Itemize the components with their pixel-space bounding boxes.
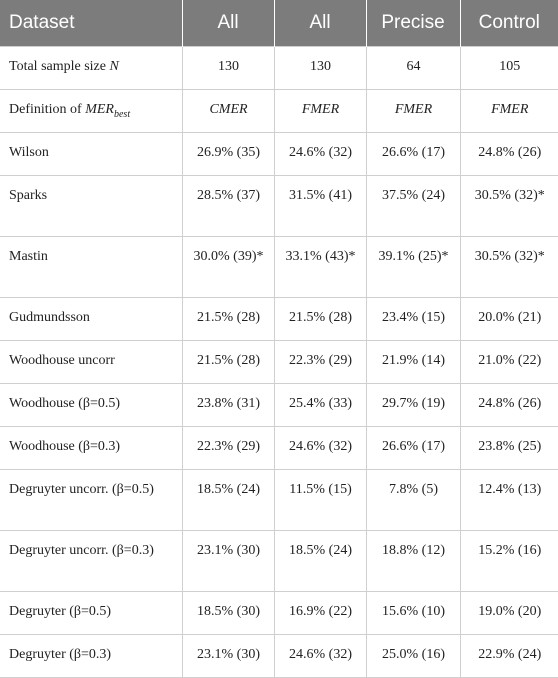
table-row: Woodhouse (β=0.3) 22.3% (29) 24.6% (32) … — [0, 426, 558, 470]
row-label: Degruyter (β=0.3) — [0, 634, 183, 678]
table-cell: 30.5% (32)* — [460, 236, 558, 298]
table-cell: 26.6% (17) — [366, 132, 461, 176]
header-row: Dataset All All Precise Control — [0, 0, 558, 47]
header-control: Control — [460, 0, 558, 47]
header-all-fmer: All — [274, 0, 367, 47]
table-row: Wilson 26.9% (35) 24.6% (32) 26.6% (17) … — [0, 132, 558, 176]
table-cell: 22.9% (24) — [460, 634, 558, 678]
row-label: Wilson — [0, 132, 183, 176]
row-label: Mastin — [0, 236, 183, 298]
table-cell: 20.0% (21) — [460, 297, 558, 341]
table-row: Mastin 30.0% (39)* 33.1% (43)* 39.1% (25… — [0, 236, 558, 298]
table-cell: 24.6% (32) — [274, 132, 367, 176]
table-cell: 21.9% (14) — [366, 340, 461, 384]
table-cell: 23.8% (31) — [182, 383, 275, 427]
table-cell: 23.8% (25) — [460, 426, 558, 470]
table-cell: 64 — [366, 46, 461, 90]
table-row-definition: Definition of MERbest CMER FMER FMER FME… — [0, 89, 558, 133]
table-cell: 21.5% (28) — [182, 340, 275, 384]
table-cell: FMER — [366, 89, 461, 133]
table-cell: 37.5% (24) — [366, 175, 461, 237]
table-cell: 23.4% (15) — [366, 297, 461, 341]
table-cell: 130 — [182, 46, 275, 90]
table-row: Sparks 28.5% (37) 31.5% (41) 37.5% (24) … — [0, 175, 558, 237]
table-cell: 23.1% (30) — [182, 530, 275, 592]
row-label: Woodhouse (β=0.3) — [0, 426, 183, 470]
table-cell: 130 — [274, 46, 367, 90]
table-row: Degruyter (β=0.5) 18.5% (30) 16.9% (22) … — [0, 591, 558, 635]
table-cell: 21.5% (28) — [274, 297, 367, 341]
table-cell: 39.1% (25)* — [366, 236, 461, 298]
table-cell: 30.0% (39)* — [182, 236, 275, 298]
header-dataset: Dataset — [0, 0, 183, 47]
table-cell: CMER — [182, 89, 275, 133]
row-label: Gudmundsson — [0, 297, 183, 341]
row-label: Definition of MERbest — [0, 89, 183, 133]
table-cell: 22.3% (29) — [182, 426, 275, 470]
table-cell: 105 — [460, 46, 558, 90]
table-cell: 26.9% (35) — [182, 132, 275, 176]
table-cell: 19.0% (20) — [460, 591, 558, 635]
table-cell: 26.6% (17) — [366, 426, 461, 470]
row-label: Total sample size N — [0, 46, 183, 90]
table-cell: 28.5% (37) — [182, 175, 275, 237]
row-label-var: MER — [85, 102, 114, 117]
table-cell: 25.0% (16) — [366, 634, 461, 678]
row-label: Degruyter uncorr. (β=0.3) — [0, 530, 183, 592]
table-cell: 15.6% (10) — [366, 591, 461, 635]
row-label-text: Definition of — [9, 102, 86, 117]
row-label-var: N — [109, 59, 119, 74]
table-row-sample-size: Total sample size N 130 130 64 105 — [0, 46, 558, 90]
table-cell: 22.3% (29) — [274, 340, 367, 384]
table-cell: 23.1% (30) — [182, 634, 275, 678]
row-label-subscript: best — [113, 108, 131, 120]
table-cell: 18.5% (24) — [182, 469, 275, 531]
table-cell: 29.7% (19) — [366, 383, 461, 427]
table-cell: 18.5% (30) — [182, 591, 275, 635]
table-cell: 24.6% (32) — [274, 426, 367, 470]
row-label: Woodhouse (β=0.5) — [0, 383, 183, 427]
table-cell: 12.4% (13) — [460, 469, 558, 531]
row-label: Sparks — [0, 175, 183, 237]
table-body: Total sample size N 130 130 64 105 Defin… — [0, 46, 558, 678]
table-cell: 31.5% (41) — [274, 175, 367, 237]
table-cell: 18.5% (24) — [274, 530, 367, 592]
row-label: Degruyter uncorr. (β=0.5) — [0, 469, 183, 531]
table-row: Gudmundsson 21.5% (28) 21.5% (28) 23.4% … — [0, 297, 558, 341]
table-cell: 18.8% (12) — [366, 530, 461, 592]
table-row: Woodhouse (β=0.5) 23.8% (31) 25.4% (33) … — [0, 383, 558, 427]
row-label: Woodhouse uncorr — [0, 340, 183, 384]
table-cell: 24.8% (26) — [460, 383, 558, 427]
table-cell: 24.8% (26) — [460, 132, 558, 176]
table-row: Degruyter uncorr. (β=0.3) 23.1% (30) 18.… — [0, 530, 558, 592]
table-row: Woodhouse uncorr 21.5% (28) 22.3% (29) 2… — [0, 340, 558, 384]
table-cell: 21.0% (22) — [460, 340, 558, 384]
table-cell: 30.5% (32)* — [460, 175, 558, 237]
table-row: Degruyter (β=0.3) 23.1% (30) 24.6% (32) … — [0, 634, 558, 678]
row-label-text: Total sample size — [9, 59, 110, 74]
table-cell: 11.5% (15) — [274, 469, 367, 531]
table-cell: 7.8% (5) — [366, 469, 461, 531]
table-cell: 24.6% (32) — [274, 634, 367, 678]
header-precise: Precise — [366, 0, 461, 47]
table-cell: 33.1% (43)* — [274, 236, 367, 298]
table-cell: 15.2% (16) — [460, 530, 558, 592]
table-cell: FMER — [460, 89, 558, 133]
table-header: Dataset All All Precise Control — [0, 0, 558, 47]
table-cell: 21.5% (28) — [182, 297, 275, 341]
table-row: Degruyter uncorr. (β=0.5) 18.5% (24) 11.… — [0, 469, 558, 531]
header-all-cmer: All — [182, 0, 275, 47]
row-label: Degruyter (β=0.5) — [0, 591, 183, 635]
table-cell: 25.4% (33) — [274, 383, 367, 427]
table-cell: FMER — [274, 89, 367, 133]
table-cell: 16.9% (22) — [274, 591, 367, 635]
